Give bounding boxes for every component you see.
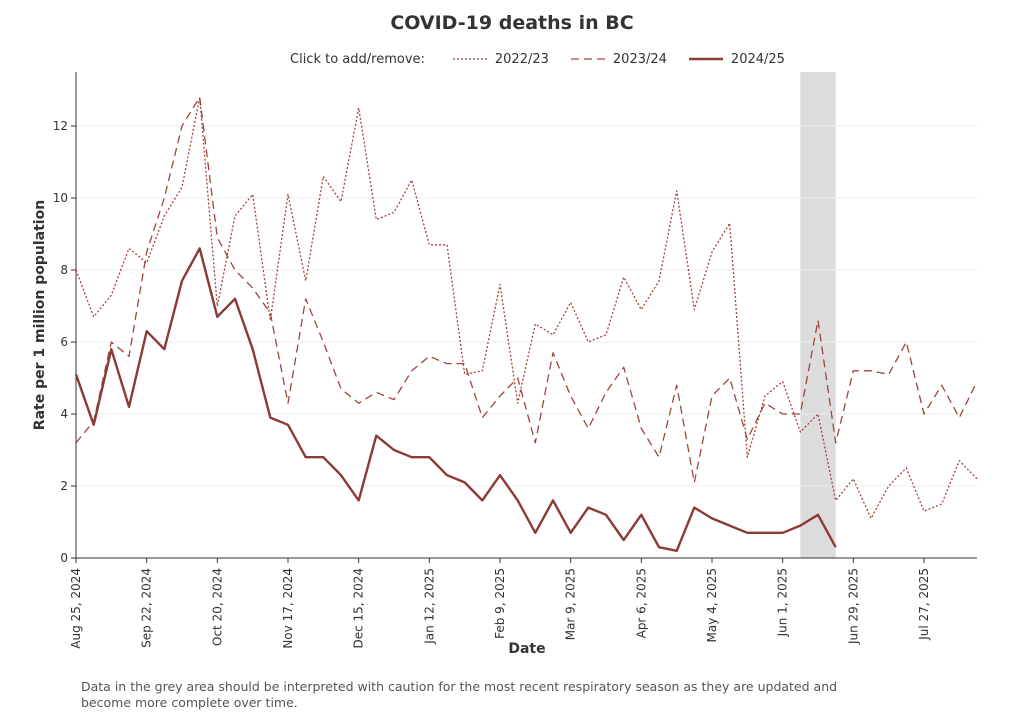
x-tick-label: Jun 1, 2025	[776, 568, 790, 637]
x-tick-label: Jun 29, 2025	[846, 568, 860, 645]
x-tick-label: Dec 15, 2024	[352, 568, 366, 648]
x-tick-label: May 4, 2025	[705, 568, 719, 642]
y-tick-label: 8	[60, 263, 68, 277]
x-tick-label: Aug 25, 2024	[69, 568, 83, 649]
x-tick-label: Sep 22, 2024	[140, 568, 154, 648]
x-tick-label: Nov 17, 2024	[281, 568, 295, 649]
caution-note: Data in the grey area should be interpre…	[81, 679, 838, 710]
legend-label: 2024/25	[730, 51, 785, 67]
y-tick-label: 0	[60, 551, 68, 565]
legend-swatch-dotted	[452, 58, 487, 60]
series-line-2023-24	[75, 96, 978, 484]
chart-title: COVID-19 deaths in BC	[390, 12, 634, 34]
y-tick-label: 10	[53, 191, 68, 205]
legend-item-2022-23[interactable]: 2022/23	[452, 51, 549, 67]
x-tick-label: Mar 9, 2025	[564, 568, 578, 640]
legend-item-2024-25[interactable]: 2024/25	[688, 51, 785, 67]
legend-swatch-dashed	[570, 58, 605, 60]
legend-label: 2022/23	[494, 51, 549, 67]
y-tick-label: 12	[53, 119, 68, 133]
legend-prompt: Click to add/remove:	[290, 51, 425, 67]
y-tick-label: 4	[60, 407, 68, 421]
y-tick-label: 2	[60, 479, 68, 493]
y-axis-label: Rate per 1 million population	[32, 199, 48, 431]
caution-shaded-region	[800, 72, 836, 558]
x-tick-label: Apr 6, 2025	[634, 568, 648, 638]
x-tick-label: Jan 12, 2025	[422, 568, 436, 645]
x-tick-label: Jul 27, 2025	[917, 568, 931, 641]
chart-legend: Click to add/remove: 2022/23 2023/24 202…	[290, 49, 807, 69]
x-axis-label: Date	[508, 641, 546, 657]
x-tick-label: Feb 9, 2025	[493, 568, 507, 639]
x-tick-label: Oct 20, 2024	[210, 568, 224, 646]
legend-swatch-solid	[688, 57, 723, 61]
y-tick-label: 6	[60, 335, 68, 349]
legend-item-2023-24[interactable]: 2023/24	[570, 51, 667, 67]
series-line-2024-25	[74, 247, 837, 552]
legend-label: 2023/24	[612, 51, 667, 67]
series-line-2022-23	[75, 96, 978, 520]
